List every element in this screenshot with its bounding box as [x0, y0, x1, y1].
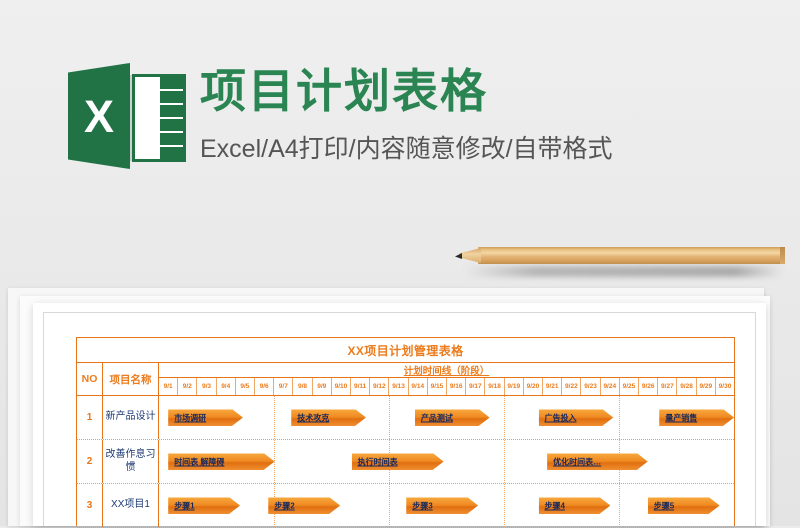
- table-body: 1 新产品设计 市场调研 技术攻克 产品测试 广告投入 量产销售 2 改善作息习惯 时间表 解障碍…: [77, 396, 734, 528]
- date-header-cell: 9/21: [543, 378, 563, 395]
- gantt-task-label: 步骤2: [274, 501, 295, 510]
- date-header-cell: 9/3: [197, 378, 217, 395]
- project-plan-table: XX项目计划管理表格 NO 项目名称 计划时间线（阶段） 9/1 9/2 9/3 9/…: [76, 337, 735, 528]
- gantt-task-bar[interactable]: 步骤1: [168, 497, 240, 514]
- gantt-task-label: 步骤1: [174, 501, 195, 510]
- gantt-task-label: 产品测试: [420, 413, 453, 422]
- gantt-task-bar[interactable]: 产品测试: [415, 409, 490, 426]
- logo-fold: [68, 63, 130, 169]
- pencil-sharpened-cone: [459, 248, 481, 263]
- date-header-cell: 9/14: [409, 378, 428, 395]
- gantt-task-label: 时间表 解障碍: [174, 457, 225, 466]
- table-title: XX项目计划管理表格: [77, 338, 734, 363]
- gantt-task-bar[interactable]: 时间表 解障碍: [168, 453, 274, 470]
- date-header-cell: 9/25: [620, 378, 640, 395]
- gantt-task-bar[interactable]: 市场调研: [168, 409, 243, 426]
- date-header-cell: 9/5: [236, 378, 256, 395]
- table-row[interactable]: 1 新产品设计 市场调研 技术攻克 产品测试 广告投入 量产销售: [77, 396, 734, 440]
- timeline-gridline: [619, 396, 620, 439]
- gantt-task-label: 步骤3: [412, 501, 433, 510]
- pencil-shadow: [465, 266, 783, 277]
- timeline-gridline: [504, 396, 505, 439]
- gantt-task-bar[interactable]: 步骤3: [406, 497, 478, 514]
- pencil-icon: [455, 247, 785, 277]
- date-header-cell: 9/12: [370, 378, 390, 395]
- date-header-cell: 9/1: [159, 378, 179, 395]
- excel-logo-icon: X: [68, 63, 186, 169]
- column-header-no: NO: [77, 363, 103, 395]
- date-header-cell: 9/19: [505, 378, 524, 395]
- row-timeline-track: 市场调研 技术攻克 产品测试 广告投入 量产销售: [159, 396, 734, 439]
- date-header-cell: 9/17: [466, 378, 486, 395]
- timeline-gridline: [504, 484, 505, 527]
- gantt-task-bar[interactable]: 量产销售: [659, 409, 734, 426]
- gantt-task-bar[interactable]: 优化时间表…: [547, 453, 648, 470]
- timeline-gridline: [389, 396, 390, 439]
- row-project-name: XX项目1: [103, 484, 159, 527]
- gantt-task-bar[interactable]: 广告投入: [539, 409, 614, 426]
- logo-grid: [135, 77, 183, 159]
- gantt-task-bar[interactable]: 步骤4: [539, 497, 611, 514]
- timeline-header: 计划时间线（阶段） 9/1 9/2 9/3 9/4 9/5 9/6 9/7 9/8 9/9 9/1…: [159, 363, 734, 395]
- date-header-cell: 9/11: [351, 378, 371, 395]
- date-header-cell: 9/7: [274, 378, 294, 395]
- date-header-cell: 9/26: [639, 378, 659, 395]
- timeline-gridline: [504, 440, 505, 483]
- date-header-cell: 9/27: [658, 378, 678, 395]
- date-header-cell: 9/13: [389, 378, 409, 395]
- date-header-cells: 9/1 9/2 9/3 9/4 9/5 9/6 9/7 9/8 9/9 9/10 9/11 9/12 9…: [159, 378, 734, 395]
- page-subtitle: Excel/A4打印/内容随意修改/自带格式: [200, 135, 613, 163]
- date-header-cell: 9/22: [562, 378, 582, 395]
- table-row[interactable]: 2 改善作息习惯 时间表 解障碍 执行时间表 优化时间表…: [77, 440, 734, 484]
- gantt-task-label: 广告投入: [544, 413, 577, 422]
- row-number: 2: [77, 440, 103, 483]
- date-header-cell: 9/16: [447, 378, 467, 395]
- date-header-cell: 9/30: [718, 383, 732, 390]
- pencil-body: [478, 247, 785, 264]
- timeline-gridline: [389, 484, 390, 527]
- gantt-task-bar[interactable]: 执行时间表: [352, 453, 444, 470]
- gantt-task-bar[interactable]: 步骤2: [268, 497, 340, 514]
- gantt-task-label: 市场调研: [174, 413, 207, 422]
- date-header-cell: 9/10: [332, 378, 352, 395]
- date-header-cell: 9/8: [293, 378, 313, 395]
- logo-letter: X: [83, 90, 114, 142]
- date-header-cell: 9/4: [217, 378, 236, 395]
- gantt-task-label: 量产销售: [665, 413, 698, 422]
- date-header-cell: 9/9: [313, 378, 332, 395]
- page-title: 项目计划表格: [200, 65, 488, 117]
- date-header-cell: 9/23: [581, 378, 601, 395]
- table-row[interactable]: 3 XX项目1 步骤1 步骤2 步骤3 步骤4 步骤5: [77, 484, 734, 528]
- gantt-task-label: 执行时间表: [357, 457, 398, 466]
- pencil-graphite-tip: [455, 253, 462, 259]
- date-header-cell: 9/24: [601, 378, 620, 395]
- gantt-task-label: 技术攻克: [297, 413, 330, 422]
- row-number: 3: [77, 484, 103, 527]
- row-timeline-track: 步骤1 步骤2 步骤3 步骤4 步骤5: [159, 484, 734, 527]
- timeline-gridline: [274, 396, 275, 439]
- date-header-cell: 9/29: [697, 378, 716, 395]
- timeline-label: 计划时间线（阶段）: [159, 363, 734, 378]
- timeline-gridline: [619, 484, 620, 527]
- table-header-row: NO 项目名称 计划时间线（阶段） 9/1 9/2 9/3 9/4 9/5 9/6 9/7 9…: [77, 363, 734, 396]
- gantt-task-label: 步骤4: [544, 501, 565, 510]
- date-header-cell: 9/15: [428, 378, 448, 395]
- row-project-name: 新产品设计: [103, 396, 159, 439]
- logo-sheet: [132, 74, 186, 162]
- date-header-cell: 9/20: [524, 378, 544, 395]
- banner-header: X 项目计划表格 Excel/A4打印/内容随意修改/自带格式: [0, 0, 800, 205]
- date-header-cell: 9/2: [178, 378, 198, 395]
- date-header-cell: 9/6: [255, 378, 275, 395]
- date-header-cell: 9/18: [485, 378, 505, 395]
- gantt-task-label: 优化时间表…: [553, 457, 602, 466]
- gantt-task-bar[interactable]: 步骤5: [648, 497, 720, 514]
- row-number: 1: [77, 396, 103, 439]
- column-header-project-name: 项目名称: [103, 363, 159, 395]
- row-project-name: 改善作息习惯: [103, 440, 159, 483]
- date-header-cell: 9/28: [677, 378, 697, 395]
- row-timeline-track: 时间表 解障碍 执行时间表 优化时间表…: [159, 440, 734, 483]
- gantt-task-label: 步骤5: [653, 501, 675, 510]
- gantt-task-bar[interactable]: 技术攻克: [291, 409, 366, 426]
